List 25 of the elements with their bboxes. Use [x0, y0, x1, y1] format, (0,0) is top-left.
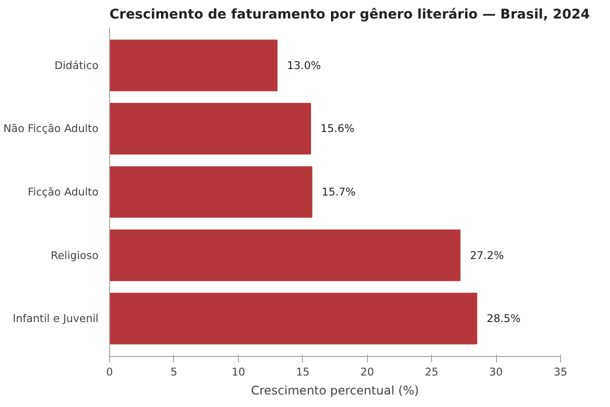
chart-title: Crescimento de faturamento por gênero literário — Brasil, 2024 [110, 8, 590, 22]
data-label: 28.5% [486, 312, 521, 326]
y-tick-label: Ficção Adulto [28, 186, 98, 198]
x-tick-label: 35 [554, 366, 568, 378]
x-axis-title: Crescimento percentual (%) [251, 384, 420, 398]
x-tick-label: 0 [106, 366, 114, 378]
bar [110, 229, 460, 282]
y-tick-label: Não Ficção Adulto [3, 122, 99, 136]
x-tick-label: 30 [489, 366, 504, 378]
bar [110, 166, 312, 218]
x-tick-label: 20 [360, 366, 374, 378]
data-label: 15.7% [322, 186, 356, 198]
data-label: 27.2% [470, 248, 504, 262]
data-label: 13.0% [287, 58, 321, 72]
bar [110, 292, 478, 344]
x-tick-label: 10 [232, 366, 246, 378]
y-tick-label: Didático [54, 58, 99, 72]
data-label: 15.6% [320, 122, 354, 136]
bar [110, 102, 312, 155]
y-tick-label: Infantil e Juvenil [12, 312, 98, 326]
y-tick-label: Religioso [50, 248, 99, 262]
x-tick-label: 25 [424, 366, 438, 378]
x-tick-label: 15 [296, 366, 310, 378]
x-tick-label: 5 [170, 366, 178, 378]
bar [110, 40, 278, 92]
